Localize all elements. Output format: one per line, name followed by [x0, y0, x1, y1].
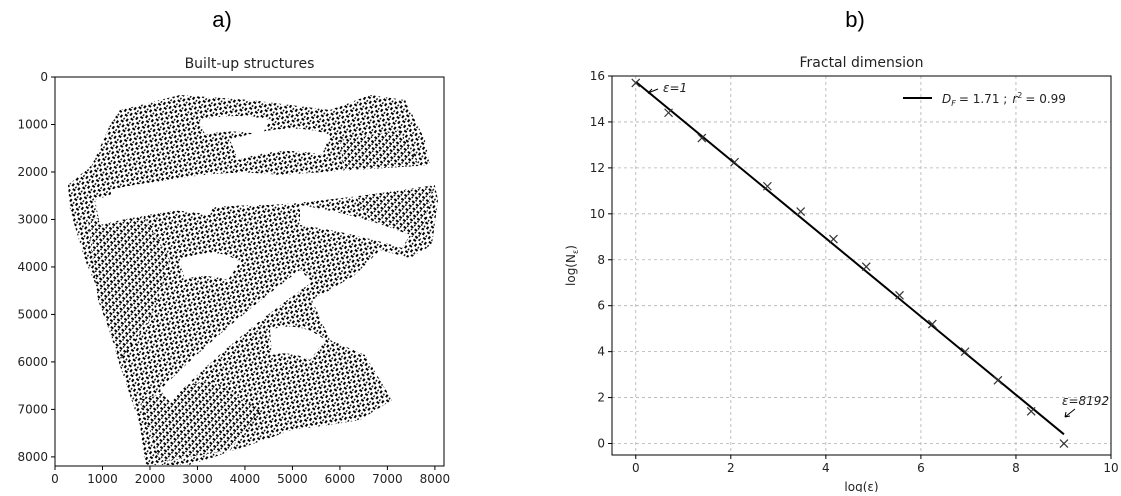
data-point [895, 290, 904, 300]
data-point-stroke [895, 290, 904, 300]
x-axis-label: log(ε) [844, 480, 878, 492]
data-point [829, 234, 838, 244]
plot-marks [631, 78, 1069, 448]
data-point-stroke [829, 234, 838, 244]
x-tick-label: 4 [822, 461, 830, 475]
map-title: Built-up structures [185, 56, 315, 72]
plot-y-ticks: 0 2 4 6 8 10 12 14 16 [590, 69, 612, 451]
y-tick-label: 2 [597, 391, 605, 405]
data-point-stroke [697, 133, 707, 143]
annotation-eps-8192: ε=8192 [1062, 394, 1109, 408]
open-space-7 [270, 326, 325, 360]
open-space-4 [160, 270, 312, 402]
map-y-tick-label: 4000 [17, 260, 48, 274]
map-frame [54, 76, 445, 467]
open-space-5 [230, 128, 330, 160]
x-tick-label: 0 [632, 461, 640, 475]
plot-background [612, 76, 1111, 455]
y-tick-label: 16 [590, 69, 605, 83]
data-point [861, 262, 871, 272]
map-y-tick-label: 2000 [17, 165, 48, 179]
map-x-tick-label: 7000 [372, 472, 403, 486]
map-x-tick-label: 6000 [325, 472, 356, 486]
data-point-stroke [762, 181, 772, 191]
data-point-stroke [1026, 406, 1036, 416]
map-y-tick-label: 5000 [17, 307, 48, 321]
data-point [960, 347, 970, 357]
map-y-tick-label: 0 [40, 70, 48, 84]
fit-line [635, 80, 1065, 436]
legend-dimension: = 1.71 ; [959, 92, 1007, 106]
annotation-eps-1: ε=1 [663, 81, 687, 95]
x-tick-label: 10 [1103, 461, 1118, 475]
y-tick-label: 10 [590, 207, 605, 221]
data-point-stroke [993, 375, 1003, 385]
data-point [730, 157, 740, 167]
built-up-map-panel: Built-up structures 0 1000 2000 3000 4000 500… [17, 56, 450, 486]
data-point-stroke [664, 108, 673, 118]
plot-title: Fractal dimension [800, 55, 924, 71]
map-y-tick-label: 8000 [17, 450, 48, 464]
map-y-tick-label: 3000 [17, 212, 48, 226]
data-point-stroke [960, 347, 970, 357]
open-space-3 [300, 205, 410, 248]
plot-x-ticks: 0 2 4 6 8 10 [632, 455, 1119, 475]
y-tick-label: 8 [597, 253, 605, 267]
data-point [762, 181, 772, 191]
data-point [1026, 406, 1036, 416]
y-axis-label: log(Nε) [564, 245, 580, 286]
map-x-tick-label: 2000 [135, 472, 166, 486]
data-point [796, 207, 806, 216]
map-y-tick-label: 7000 [17, 402, 48, 416]
data-point-stroke [1059, 439, 1069, 448]
y-tick-label: 12 [590, 161, 605, 175]
map-x-tick-label: 5000 [277, 472, 308, 486]
map-x-tick-label: 4000 [230, 472, 261, 486]
annotation-eps-8192-arrow [1064, 408, 1076, 418]
panel-label-b: b) [845, 7, 865, 32]
map-x-tick-label: 0 [51, 472, 59, 486]
annotation-eps-1-arrow [647, 88, 659, 96]
annotations: ε=1 ε=8192 [647, 81, 1109, 418]
fractal-dimension-panel: Fractal dimension 0 2 4 6 8 10 0246810121416 … [564, 55, 1119, 494]
open-space-8 [200, 116, 270, 135]
map-y-ticks: 0 1000 2000 3000 4000 5000 6000 7000 8000 [17, 70, 55, 464]
legend-label: DF = 1.71 ; r2 = 0.99 [942, 91, 1066, 108]
data-point [664, 108, 673, 118]
x-tick-label: 8 [1012, 461, 1020, 475]
y-tick-label: 4 [597, 345, 605, 359]
data-point [697, 133, 707, 143]
map-y-tick-label: 1000 [17, 117, 48, 131]
plot-frame [611, 75, 1112, 456]
map-x-ticks: 0 1000 2000 3000 4000 5000 6000 7000 8000 [51, 466, 450, 486]
map-x-tick-label: 3000 [182, 472, 213, 486]
panel-label-a: a) [212, 7, 232, 32]
built-up-dense [88, 210, 170, 360]
y-tick-label: 14 [590, 115, 605, 129]
built-up-image [55, 77, 444, 466]
y-tick-label: 6 [597, 299, 605, 313]
legend: DF = 1.71 ; r2 = 0.99 [903, 91, 1066, 108]
x-tick-label: 6 [917, 461, 925, 475]
open-space-6 [180, 252, 240, 280]
data-point [1059, 439, 1069, 448]
data-point-stroke [631, 78, 641, 88]
legend-r2: = 0.99 [1025, 92, 1066, 106]
data-point-stroke [927, 319, 937, 329]
data-point-stroke [796, 207, 806, 216]
y-tick-label: 0 [597, 437, 605, 451]
data-point-stroke [861, 262, 871, 272]
data-point [927, 319, 937, 329]
map-x-tick-label: 8000 [420, 472, 451, 486]
data-point [631, 78, 641, 88]
data-point-stroke [730, 157, 740, 167]
data-point [993, 375, 1003, 385]
map-x-tick-label: 1000 [87, 472, 118, 486]
open-space-2 [110, 181, 220, 215]
x-tick-label: 2 [727, 461, 735, 475]
map-y-tick-label: 6000 [17, 355, 48, 369]
